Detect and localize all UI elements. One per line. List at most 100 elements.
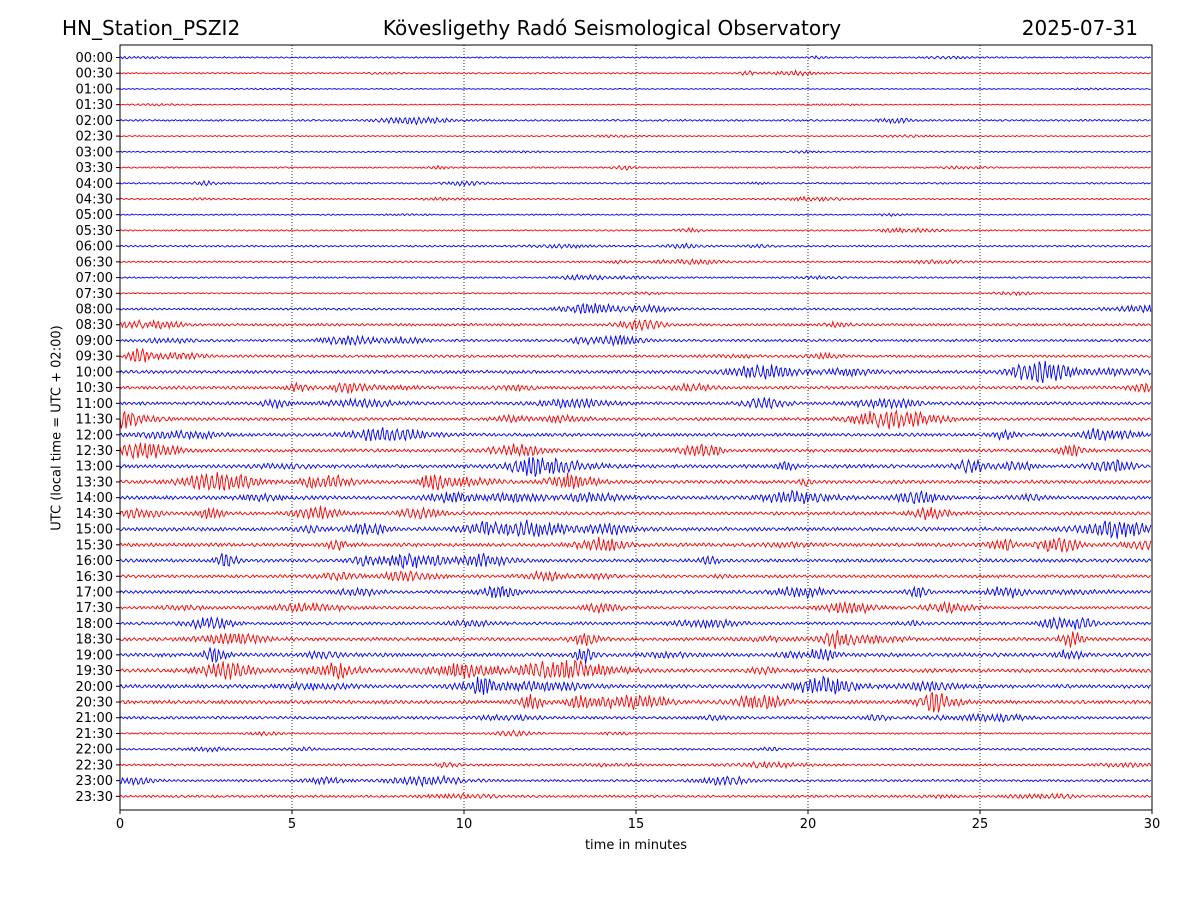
y-tick-label: 14:30	[76, 507, 113, 522]
seismic-trace	[119, 647, 1152, 664]
y-tick-label: 20:30	[76, 696, 113, 711]
y-tick-label: 02:00	[76, 114, 113, 129]
y-tick-label: 23:30	[76, 790, 113, 805]
seismic-trace	[119, 691, 1152, 713]
y-tick-label: 04:00	[76, 177, 113, 192]
seismic-trace	[119, 569, 1152, 583]
x-tick-label: 0	[116, 817, 124, 832]
seismic-trace	[119, 659, 1152, 680]
seismic-trace	[119, 712, 1152, 723]
y-tick-label: 22:30	[76, 758, 113, 773]
y-tick-label: 11:00	[76, 397, 113, 412]
y-axis: 00:0000:3001:0001:3002:0002:3003:0003:30…	[76, 51, 120, 805]
x-tick-label: 25	[972, 817, 989, 832]
seismic-trace	[119, 195, 1152, 202]
seismic-trace	[119, 615, 1152, 631]
seismic-trace	[119, 212, 1151, 217]
y-tick-label: 10:00	[76, 365, 113, 380]
y-tick-label: 00:00	[76, 51, 113, 66]
y-tick-label: 08:30	[76, 318, 113, 333]
station-name: HN_Station_PSZI2	[62, 16, 241, 40]
seismic-trace	[119, 585, 1152, 600]
y-tick-label: 21:30	[76, 727, 113, 742]
y-tick-label: 21:00	[76, 711, 113, 726]
y-tick-label: 19:30	[76, 664, 113, 679]
y-tick-label: 17:30	[76, 601, 113, 616]
y-tick-label: 13:00	[76, 460, 113, 475]
seismic-trace	[119, 257, 1152, 266]
x-tick-label: 5	[288, 817, 296, 832]
seismic-trace	[119, 519, 1152, 539]
y-tick-label: 22:00	[76, 743, 113, 758]
seismic-trace	[119, 442, 1152, 460]
seismic-trace	[119, 396, 1152, 410]
y-tick-label: 05:00	[76, 208, 113, 223]
y-tick-label: 05:30	[76, 224, 113, 239]
seismic-trace	[119, 334, 1152, 348]
seismic-trace	[119, 746, 1151, 753]
seismic-trace	[119, 471, 1151, 492]
y-tick-label: 03:30	[76, 161, 113, 176]
x-tick-label: 20	[800, 817, 817, 832]
seismic-trace	[119, 427, 1152, 442]
grid-lines	[291, 45, 981, 810]
x-tick-label: 10	[456, 817, 473, 832]
x-tick-label: 15	[628, 817, 645, 832]
y-axis-label: UTC (local time = UTC + 02:00)	[49, 325, 65, 531]
chart-title: Kövesligethy Radó Seismological Observat…	[382, 16, 842, 40]
seismic-trace	[119, 729, 1152, 737]
seismic-trace	[119, 348, 1152, 363]
y-tick-label: 16:30	[76, 570, 113, 585]
y-tick-label: 16:00	[76, 554, 113, 569]
seismic-trace	[119, 760, 1152, 770]
y-tick-label: 01:30	[76, 98, 113, 113]
y-tick-label: 09:00	[76, 334, 113, 349]
y-tick-label: 18:00	[76, 617, 113, 632]
y-tick-label: 02:30	[76, 130, 113, 145]
y-tick-label: 18:30	[76, 633, 113, 648]
y-tick-label: 00:30	[76, 67, 113, 82]
y-tick-label: 06:00	[76, 240, 113, 255]
y-tick-label: 09:30	[76, 350, 113, 365]
y-tick-label: 17:00	[76, 585, 113, 600]
seismic-trace	[119, 290, 1151, 297]
seismic-trace	[119, 242, 1152, 250]
x-tick-label: 30	[1144, 817, 1161, 832]
y-tick-label: 19:00	[76, 648, 113, 663]
y-tick-label: 14:00	[76, 491, 113, 506]
y-tick-label: 06:30	[76, 255, 113, 270]
seismic-trace	[119, 273, 1151, 281]
y-tick-label: 15:00	[76, 523, 113, 538]
seismic-trace	[119, 133, 1151, 139]
seismic-trace	[119, 552, 1152, 570]
y-tick-label: 11:30	[76, 413, 113, 428]
y-tick-label: 07:00	[76, 271, 113, 286]
y-tick-label: 10:30	[76, 381, 113, 396]
y-tick-label: 04:30	[76, 192, 113, 207]
y-tick-label: 15:30	[76, 538, 113, 553]
y-tick-label: 20:00	[76, 680, 113, 695]
y-tick-label: 12:30	[76, 444, 113, 459]
seismic-trace	[119, 68, 1151, 77]
seismic-trace	[119, 87, 1151, 91]
seismic-trace	[119, 792, 1152, 800]
y-tick-label: 07:30	[76, 287, 113, 302]
x-axis-label: time in minutes	[584, 838, 688, 853]
seismic-trace	[119, 318, 1152, 332]
chart-date: 2025-07-31	[1021, 16, 1138, 40]
seismic-trace	[119, 536, 1152, 553]
trace-group	[119, 54, 1152, 800]
seismic-trace	[119, 226, 1151, 234]
seismic-trace	[119, 630, 1152, 650]
seismic-trace	[119, 675, 1152, 696]
y-tick-label: 13:30	[76, 475, 113, 490]
seismic-trace	[119, 102, 1151, 107]
seismic-trace	[119, 360, 1152, 384]
y-tick-label: 01:00	[76, 82, 113, 97]
seismic-trace	[119, 164, 1152, 171]
seismic-trace	[119, 774, 1152, 788]
seismic-trace	[119, 457, 1151, 477]
x-axis: 0 5 10 15 20 25 30	[116, 810, 1160, 832]
seismic-trace	[119, 116, 1151, 126]
